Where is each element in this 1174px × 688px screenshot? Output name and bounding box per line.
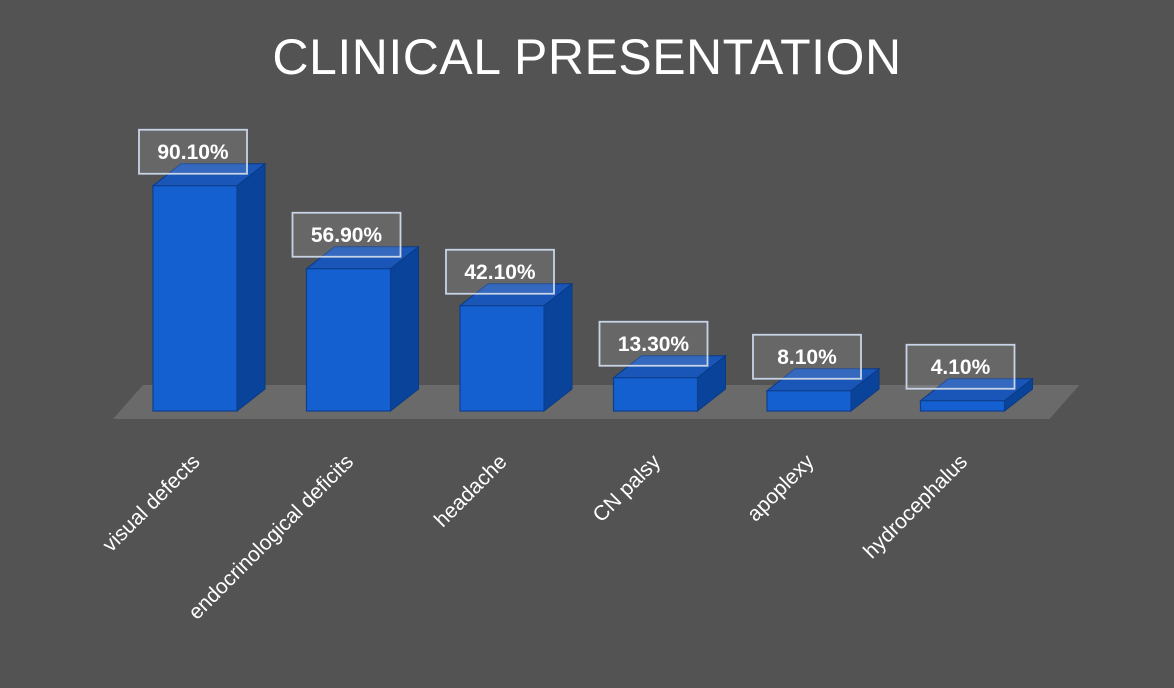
x-tick-label: hydrocephalus <box>859 450 972 563</box>
data-label-box <box>905 343 1016 390</box>
data-label-box <box>138 128 248 175</box>
x-tick-label: headache <box>430 450 512 532</box>
bar-side <box>390 245 419 413</box>
data-label: 42.10% <box>464 261 536 284</box>
x-tick-label: CN palsy <box>589 450 666 527</box>
x-tick-label: apoplexy <box>743 450 819 526</box>
chart-title: CLINICAL PRESENTATION <box>272 29 902 85</box>
bar-group <box>151 162 267 413</box>
data-label: 56.90% <box>311 224 383 247</box>
bar-group <box>919 377 1034 413</box>
data-label: 13.30% <box>618 333 690 356</box>
bar-group <box>305 245 420 413</box>
bar <box>766 390 852 412</box>
data-label-box <box>598 320 709 367</box>
bar <box>152 185 238 412</box>
bar-group <box>765 367 881 413</box>
bar-side <box>236 162 266 413</box>
bar-group <box>612 354 727 413</box>
data-label-box <box>445 248 555 295</box>
data-label: 90.10% <box>157 141 229 164</box>
bar-group <box>458 282 574 413</box>
x-tick-label: visual defects <box>98 450 204 556</box>
bar <box>919 400 1006 412</box>
x-tick-label: endocrinological deficits <box>184 450 358 624</box>
bar <box>459 305 545 412</box>
bar <box>305 268 392 412</box>
bar <box>612 377 699 412</box>
data-label: 4.10% <box>931 356 991 379</box>
data-label-box <box>291 211 402 258</box>
data-label: 8.10% <box>777 346 837 369</box>
data-label-box <box>752 333 862 380</box>
